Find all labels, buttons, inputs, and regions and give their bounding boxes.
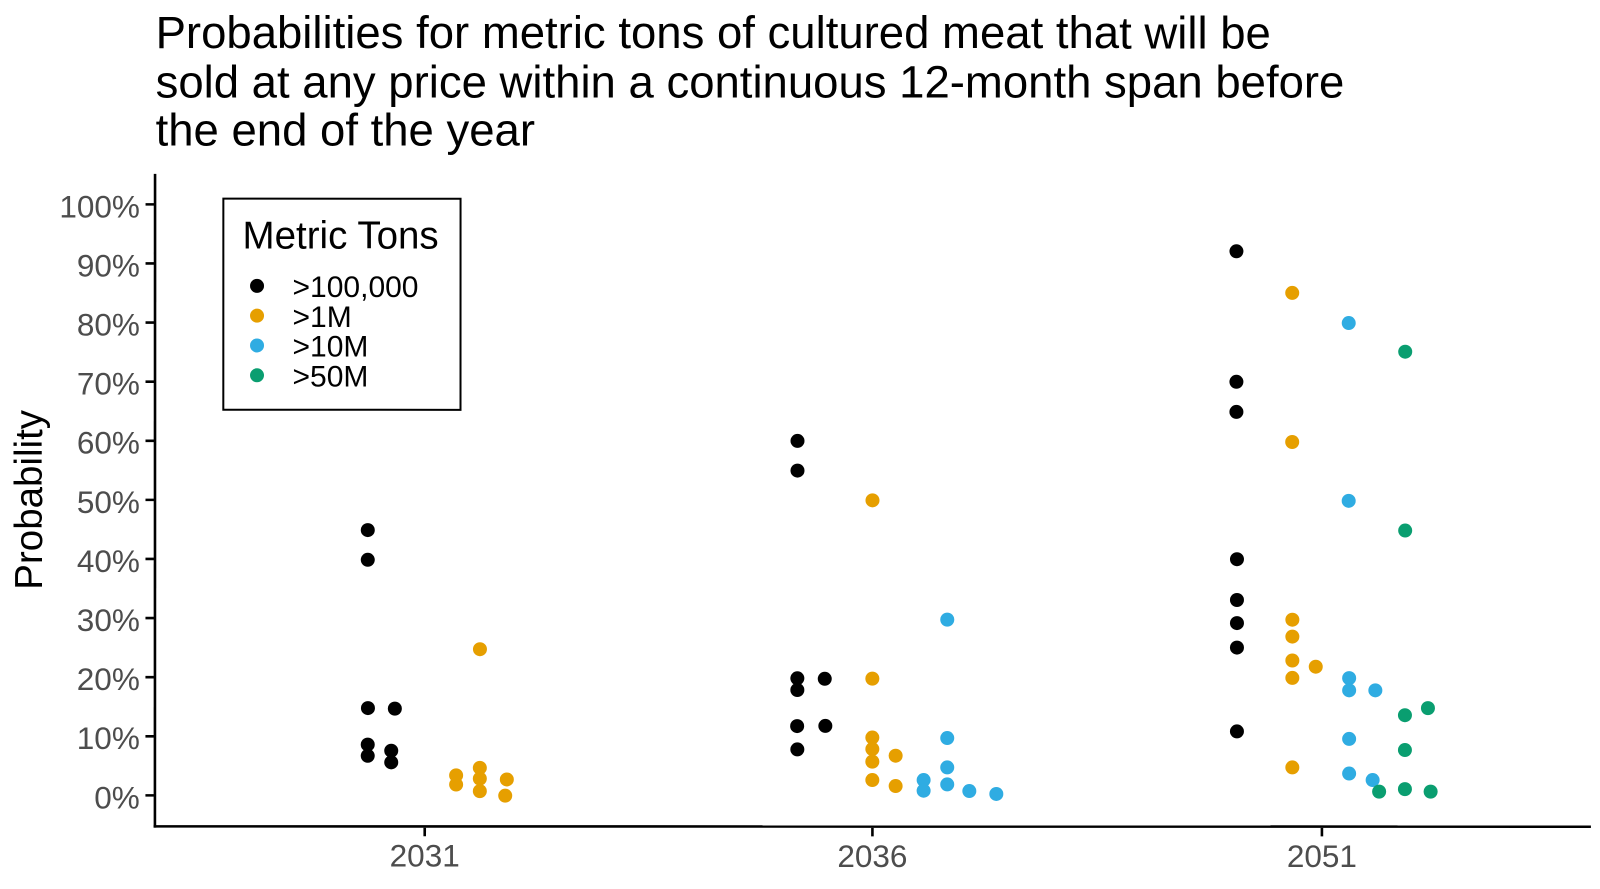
svg-text:20%: 20% (77, 661, 140, 697)
svg-text:Metric Tons: Metric Tons (243, 214, 439, 257)
svg-text:Probabilities for metric tons: Probabilities for metric tons of culture… (156, 7, 1271, 58)
svg-text:>50M: >50M (293, 360, 369, 393)
svg-text:30%: 30% (77, 602, 140, 638)
svg-text:80%: 80% (77, 307, 140, 343)
svg-text:2036: 2036 (837, 838, 907, 874)
svg-text:>1M: >1M (293, 301, 352, 334)
svg-text:70%: 70% (77, 366, 140, 402)
svg-text:the end of the year: the end of the year (156, 104, 535, 155)
svg-text:Probability: Probability (8, 409, 51, 590)
svg-text:0%: 0% (94, 779, 140, 815)
svg-text:60%: 60% (77, 425, 140, 461)
svg-text:2031: 2031 (390, 838, 460, 874)
svg-text:100%: 100% (59, 188, 140, 224)
svg-text:>100,000: >100,000 (293, 271, 419, 304)
svg-text:10%: 10% (77, 720, 140, 756)
svg-text:2051: 2051 (1287, 838, 1357, 874)
svg-text:40%: 40% (77, 543, 140, 579)
svg-text:90%: 90% (77, 247, 140, 283)
svg-text:sold at any price within a con: sold at any price within a continuous 12… (156, 56, 1345, 107)
svg-text:50%: 50% (77, 484, 140, 520)
svg-text:>10M: >10M (293, 331, 369, 364)
